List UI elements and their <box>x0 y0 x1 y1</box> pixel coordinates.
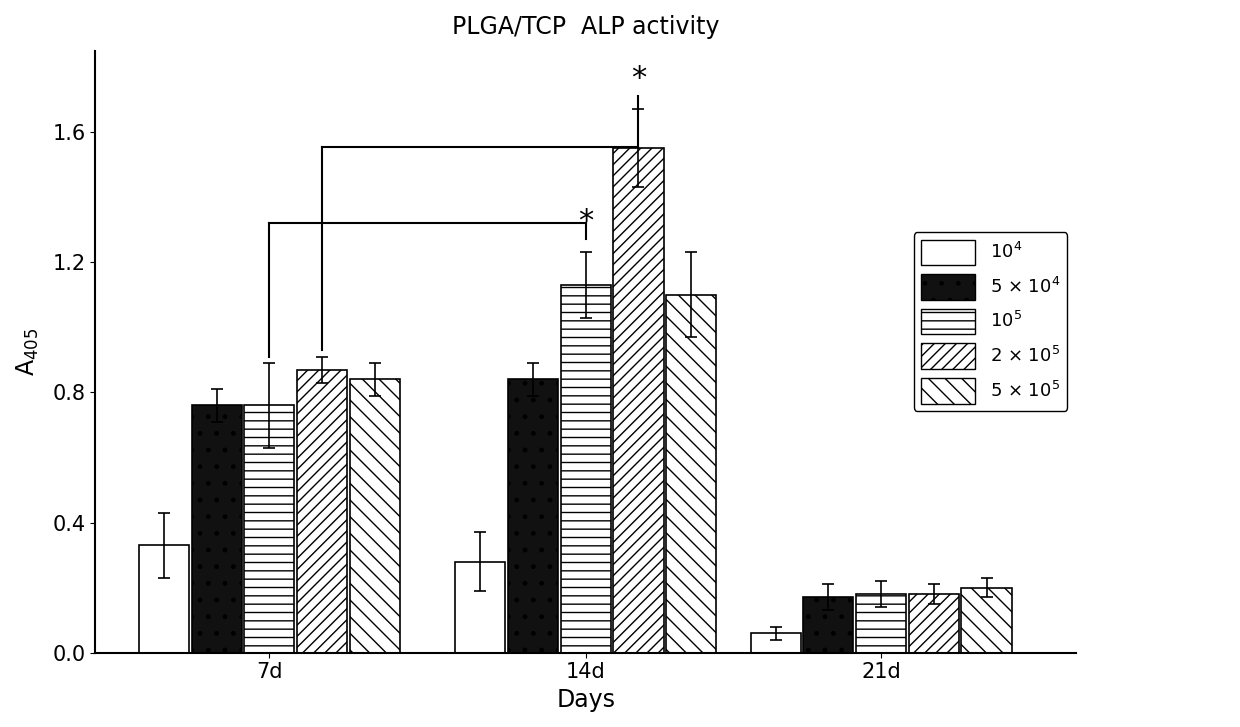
Bar <box>244 406 294 653</box>
Title: PLGA/TCP  ALP activity: PLGA/TCP ALP activity <box>453 15 719 39</box>
Bar <box>750 633 801 653</box>
Bar <box>909 594 959 653</box>
Text: *: * <box>578 207 594 236</box>
Text: *: * <box>631 64 646 93</box>
Bar <box>350 379 399 653</box>
Bar <box>455 561 506 653</box>
Legend: $10^4$, 5 $\times$ $10^4$, $10^5$, 2 $\times$ $10^5$, 5 $\times$ $10^5$: $10^4$, 5 $\times$ $10^4$, $10^5$, 2 $\t… <box>914 233 1068 411</box>
Bar <box>191 406 242 653</box>
Bar <box>508 379 558 653</box>
Y-axis label: A$_{405}$: A$_{405}$ <box>15 327 41 376</box>
Bar <box>856 594 906 653</box>
X-axis label: Days: Days <box>557 688 615 712</box>
Bar <box>139 545 188 653</box>
Bar <box>614 148 663 653</box>
Bar <box>666 294 717 653</box>
Bar <box>804 598 853 653</box>
Bar <box>961 587 1012 653</box>
Bar <box>560 285 611 653</box>
Bar <box>298 369 347 653</box>
